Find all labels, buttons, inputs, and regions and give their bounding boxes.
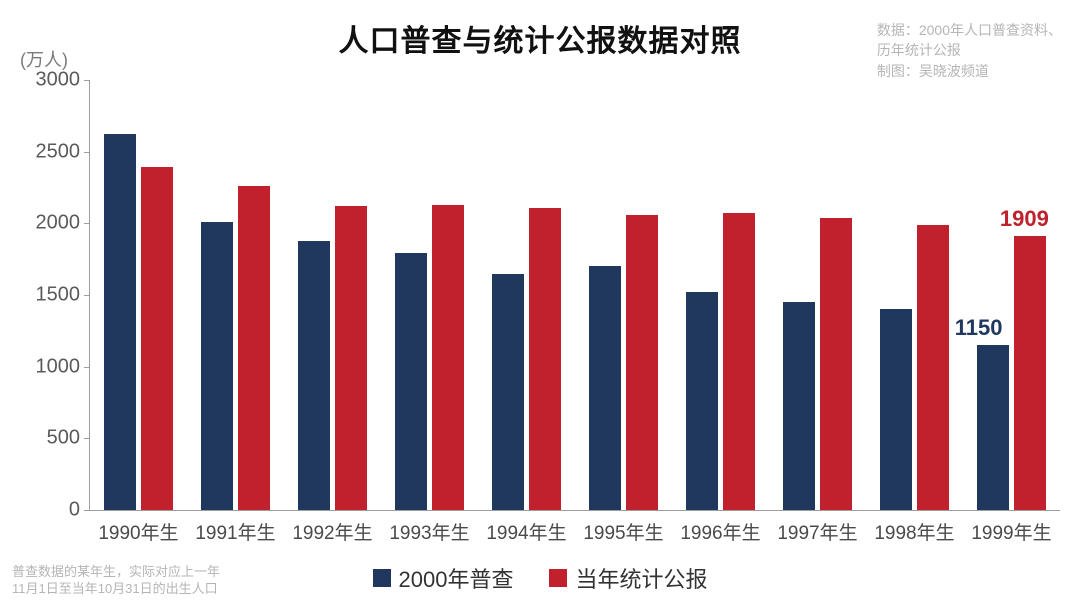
y-tick-label: 0 [69,499,80,522]
bar-bulletin [335,206,367,510]
legend-label: 2000年普查 [399,562,514,594]
bar-census2000 [589,266,621,510]
y-tick-label: 500 [47,427,80,450]
y-tick [84,295,90,296]
x-category-label: 1998年生 [874,518,954,545]
y-tick [84,367,90,368]
bar-census2000 [201,222,233,510]
y-tick-label: 1500 [36,284,81,307]
chart-root: 人口普查与统计公报数据对照 (万人) 数据：2000年人口普查资料、 历年统计公… [0,0,1080,608]
x-category-label: 1996年生 [680,518,760,545]
legend-item-census2000: 2000年普查 [373,562,514,594]
legend-swatch [373,569,391,587]
bar-bulletin [238,186,270,510]
footnote-block: 普查数据的某年生，实际对应上一年 11月1日至当年10月31日的出生人口 [12,563,220,598]
attribution-block: 数据：2000年人口普查资料、 历年统计公报 制图：吴晓波频道 [877,20,1062,81]
y-tick [84,223,90,224]
bar-bulletin [820,218,852,510]
y-tick [84,510,90,511]
bar-census2000 [880,309,912,510]
attribution-line: 制图：吴晓波频道 [877,61,1062,81]
legend-swatch [549,569,567,587]
y-tick-label: 3000 [36,69,81,92]
bar-bulletin [432,205,464,510]
x-category-label: 1993年生 [389,518,469,545]
y-tick-label: 2000 [36,212,81,235]
y-tick [84,80,90,81]
bar-census2000 [977,345,1009,510]
value-callout: 1150 [955,315,1003,341]
attribution-line: 数据：2000年人口普查资料、 [877,20,1062,40]
attribution-line: 历年统计公报 [877,40,1062,60]
x-category-label: 1991年生 [195,518,275,545]
x-category-label: 1994年生 [486,518,566,545]
plot-area: 0500100015002000250030001990年生1991年生1992… [90,80,1060,510]
bar-census2000 [783,302,815,510]
bar-bulletin [1014,236,1046,510]
y-tick-label: 1000 [36,355,81,378]
bar-census2000 [395,253,427,510]
bar-census2000 [104,134,136,510]
footnote-line: 普查数据的某年生，实际对应上一年 [12,563,220,581]
legend-label: 当年统计公报 [575,562,707,594]
x-category-label: 1992年生 [292,518,372,545]
footnote-line: 11月1日至当年10月31日的出生人口 [12,580,220,598]
y-tick [84,152,90,153]
value-callout: 1909 [1000,206,1049,232]
x-axis [90,510,1060,511]
x-category-label: 1990年生 [98,518,178,545]
x-category-label: 1995年生 [583,518,663,545]
bar-bulletin [141,167,173,510]
bar-bulletin [917,225,949,510]
bar-bulletin [626,215,658,510]
legend-item-bulletin: 当年统计公报 [549,562,707,594]
bar-census2000 [298,241,330,510]
bar-bulletin [723,213,755,510]
x-category-label: 1999年生 [971,518,1051,545]
y-tick-label: 2500 [36,140,81,163]
y-tick [84,438,90,439]
bar-census2000 [686,292,718,510]
bar-bulletin [529,208,561,510]
bar-census2000 [492,274,524,511]
x-category-label: 1997年生 [777,518,857,545]
